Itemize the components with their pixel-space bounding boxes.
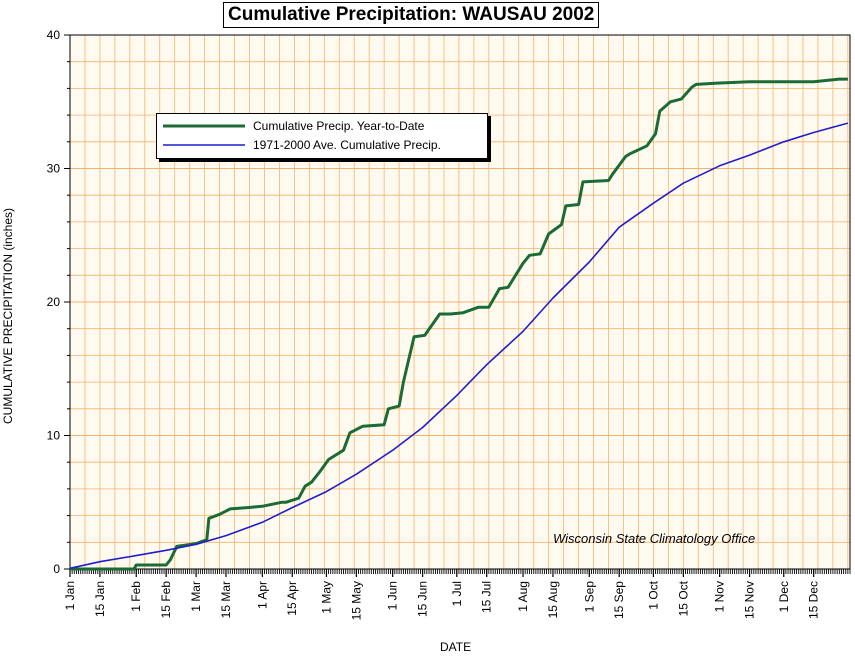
- y-tick-label: 10: [47, 429, 61, 443]
- legend-item-ytd: Cumulative Precip. Year-to-Date: [163, 117, 424, 135]
- x-tick-label: 1 May: [319, 581, 333, 614]
- x-tick-label: 15 Oct: [676, 580, 690, 616]
- x-tick-label: 15 Sep: [612, 581, 626, 619]
- x-tick-label: 1 Feb: [129, 581, 143, 612]
- x-tick-label: 1 Oct: [646, 580, 660, 609]
- y-tick-labels: 0 10 20 30 40: [47, 28, 61, 576]
- grid-lines: [70, 35, 850, 569]
- chart-title: Cumulative Precipitation: WAUSAU 2002: [228, 4, 595, 25]
- legend: Cumulative Precip. Year-to-Date 1971-200…: [156, 113, 488, 159]
- x-tick-labels: 1 Jan 15 Jan 1 Feb 15 Feb 1 Mar 15 Mar 1 Apr 15…: [63, 580, 821, 620]
- x-tick-label: 1 Aug: [516, 581, 530, 612]
- x-tick-label: 15 Nov: [743, 581, 757, 619]
- legend-label-average: 1971-2000 Ave. Cumulative Precip.: [253, 138, 441, 152]
- x-tick-label: 15 Jul: [480, 581, 494, 613]
- legend-label-ytd: Cumulative Precip. Year-to-Date: [253, 119, 425, 133]
- x-tick-label: 1 Apr: [255, 581, 269, 609]
- credit-annotation: Wisconsin State Climatology Office: [553, 531, 756, 546]
- x-tick-label: 15 Aug: [546, 581, 560, 618]
- y-tick-label: 30: [47, 162, 61, 176]
- x-tick-label: 15 Apr: [285, 581, 299, 616]
- y-axis-label: CUMULATIVE PRECIPITATION (inches): [1, 207, 15, 424]
- x-tick-label: 1 Dec: [777, 581, 791, 612]
- series-line-average: [69, 122, 849, 570]
- x-tick-label: 1 Nov: [713, 581, 727, 612]
- y-tick-label: 40: [47, 28, 61, 42]
- x-axis-label: DATE: [440, 640, 472, 654]
- x-tick-label: 15 Dec: [807, 581, 821, 619]
- legend-swatch-average: [163, 144, 245, 146]
- x-tick-label: 1 Jan: [63, 581, 77, 610]
- x-tick-label: 15 Feb: [159, 581, 173, 619]
- legend-item-average: 1971-2000 Ave. Cumulative Precip.: [163, 136, 441, 154]
- x-tick-label: 1 Jun: [386, 581, 400, 610]
- axis-ticks: [64, 34, 851, 577]
- chart-title-box: Cumulative Precipitation: WAUSAU 2002: [223, 2, 600, 28]
- y-tick-label: 20: [47, 295, 61, 309]
- x-tick-label: 1 Mar: [189, 581, 203, 612]
- x-tick-label: 15 Mar: [219, 581, 233, 618]
- x-tick-label: 15 May: [349, 581, 363, 620]
- y-tick-label: 0: [53, 562, 60, 576]
- x-tick-label: 1 Jul: [450, 581, 464, 606]
- series-line-ytd: [70, 77, 848, 571]
- legend-swatch-ytd: [163, 124, 245, 128]
- x-tick-label: 1 Sep: [582, 581, 596, 613]
- x-tick-label: 15 Jan: [93, 581, 107, 617]
- series-lines: [69, 77, 849, 571]
- x-tick-label: 15 Jun: [416, 581, 430, 617]
